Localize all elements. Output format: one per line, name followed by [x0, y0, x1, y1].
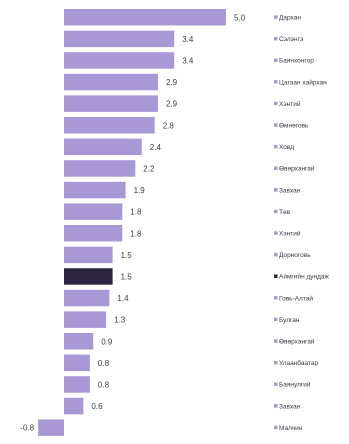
bar-value-label: 5.0	[234, 13, 246, 22]
legend-swatch	[274, 209, 278, 214]
legend-label: Дархан	[279, 14, 301, 21]
legend-label: Өвөрхангай	[279, 165, 315, 173]
bar-value-label: -0.8	[20, 424, 34, 433]
legend-label: Ховд	[279, 144, 294, 151]
legend-swatch	[274, 317, 278, 322]
legend-label: Төв	[279, 209, 291, 216]
legend-swatch	[274, 231, 278, 235]
legend-swatch	[274, 15, 278, 19]
bar-value-label: 3.4	[182, 35, 194, 44]
bar	[64, 311, 107, 328]
legend-swatch	[274, 425, 278, 430]
bar	[64, 397, 84, 415]
bar-value-label: 0.8	[98, 381, 110, 390]
bar	[64, 95, 158, 112]
legend-swatch	[274, 252, 278, 257]
bar	[64, 73, 158, 91]
bar	[64, 9, 226, 26]
bar-value-label: 2.4	[150, 143, 162, 152]
bar-value-label: 1.4	[117, 294, 129, 303]
bar-value-label: 2.8	[163, 121, 175, 130]
bar	[64, 376, 90, 393]
bar	[64, 138, 142, 156]
legend-label: Завхан	[279, 187, 301, 194]
legend-label: Хэнтий	[279, 100, 301, 108]
bar	[64, 30, 175, 48]
legend-swatch	[274, 339, 278, 343]
bar	[64, 203, 123, 220]
bar	[38, 419, 64, 436]
legend-swatch	[274, 360, 278, 365]
bar-value-label: 3.4	[182, 57, 194, 66]
bar-value-label: 2.9	[166, 100, 178, 109]
bar	[64, 268, 113, 285]
legend-swatch	[274, 101, 278, 106]
bar-value-label: 1.8	[130, 208, 142, 217]
legend-swatch	[274, 166, 278, 170]
bar	[64, 354, 90, 372]
legend-label: Дорноговь	[279, 252, 311, 259]
legend-swatch	[274, 296, 278, 300]
bar-value-label: 1.9	[134, 186, 146, 195]
bar-value-label: 0.9	[101, 337, 113, 346]
legend-label: Малчин	[279, 425, 303, 432]
bars-group	[38, 9, 226, 436]
legend-label: Улаанбаатар	[279, 359, 318, 367]
bar	[64, 289, 110, 307]
bar	[64, 333, 94, 350]
legend-label: Хэнтий	[279, 229, 301, 237]
bar-value-label: 1.3	[114, 316, 126, 325]
value-labels-group: 5.0 3.4 3.4 2.9 2.9 2.8 2.4 2.2 1.9 1.8 1.8 1.5 1.5 1…	[20, 13, 245, 432]
legend-label: Булган	[279, 317, 300, 324]
bar	[64, 181, 126, 199]
legend-swatch	[274, 36, 278, 41]
bar-value-label: 1.8	[130, 229, 142, 238]
legend-swatch	[274, 382, 278, 386]
legend-group: Дархан Сэлэнгэ Баянхонгор Цагаан хайрхан Хэн…	[274, 14, 330, 432]
legend-swatch	[274, 144, 278, 149]
legend-swatch	[274, 58, 278, 62]
legend-label: Баянулгий	[279, 381, 311, 389]
legend-label: Цагаан хайрхан	[279, 78, 327, 86]
legend-swatch	[274, 274, 278, 278]
bar	[64, 246, 113, 264]
legend-swatch	[274, 404, 278, 408]
bar-value-label: 1.5	[121, 251, 133, 260]
legend-label: Баянхонгор	[279, 58, 314, 65]
legend-label: Сэлэнгэ	[279, 36, 304, 43]
legend-label: Аймгийн дундаж	[279, 273, 330, 281]
bar-value-label: 1.5	[121, 273, 133, 282]
legend-label: Өвөрхангай	[279, 337, 315, 345]
legend-swatch	[274, 80, 278, 84]
bar	[64, 117, 155, 134]
bar	[64, 160, 136, 177]
legend-label: Говь-Алтай	[279, 294, 313, 302]
legend-swatch	[274, 123, 278, 127]
bar-value-label: 0.8	[98, 359, 110, 368]
bar	[64, 225, 123, 242]
legend-label: Завхан	[279, 403, 301, 410]
bar-value-label: 2.2	[143, 165, 155, 174]
legend-label: Өмнөговь	[279, 123, 309, 130]
bar-value-label: 2.9	[166, 78, 178, 87]
bar	[64, 52, 175, 69]
bar-value-label: 0.6	[91, 402, 103, 411]
legend-swatch	[274, 188, 278, 192]
